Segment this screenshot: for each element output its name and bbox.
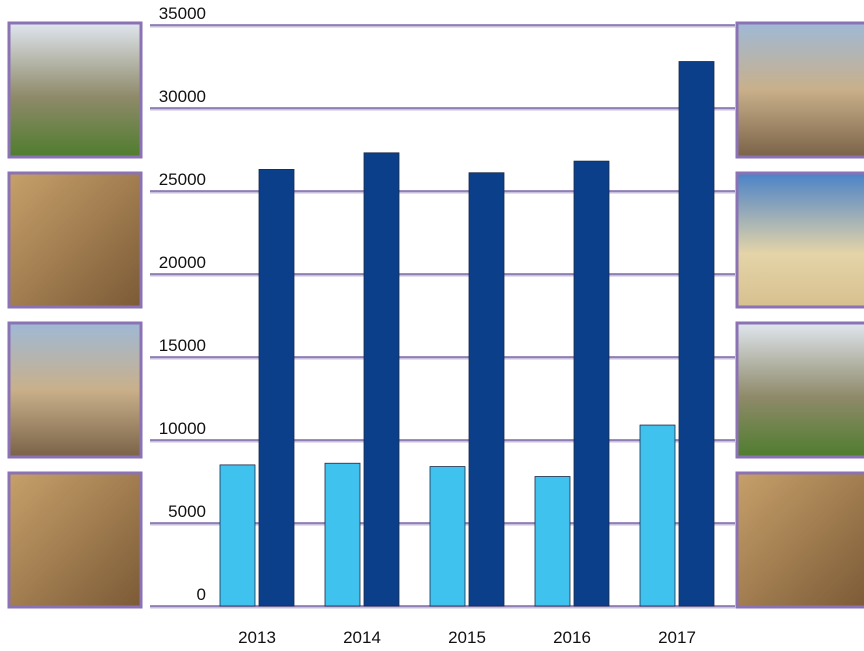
y-tick-label: 35000 — [159, 4, 206, 23]
bar — [534, 476, 571, 607]
y-tick-label: 5000 — [168, 502, 206, 521]
photo-train — [7, 21, 143, 159]
photo-mine — [7, 171, 143, 309]
photo-pit — [7, 471, 143, 609]
x-tick-label: 2015 — [448, 628, 486, 647]
bar — [639, 424, 676, 607]
y-tick-label: 10000 — [159, 419, 206, 438]
y-tick-label: 0 — [197, 585, 206, 604]
bar — [468, 172, 505, 607]
bar — [219, 464, 256, 607]
x-tick-label: 2013 — [238, 628, 276, 647]
y-tick-label: 15000 — [159, 336, 206, 355]
x-tick-label: 2017 — [658, 628, 696, 647]
photo-loader — [735, 171, 864, 309]
photo-dragline — [735, 21, 864, 159]
x-tick-label: 2014 — [343, 628, 381, 647]
bar — [363, 152, 400, 607]
x-tick-label: 2016 — [553, 628, 591, 647]
bar — [324, 462, 361, 607]
photo-excavator — [7, 321, 143, 459]
bar — [573, 160, 610, 607]
bar — [258, 169, 295, 607]
bar — [678, 61, 715, 607]
y-tick-label: 30000 — [159, 87, 206, 106]
y-tick-label: 25000 — [159, 170, 206, 189]
photo-truck — [735, 471, 864, 609]
decorative-photos — [7, 21, 864, 609]
photo-wagons — [735, 321, 864, 459]
bar — [429, 466, 466, 607]
y-tick-label: 20000 — [159, 253, 206, 272]
